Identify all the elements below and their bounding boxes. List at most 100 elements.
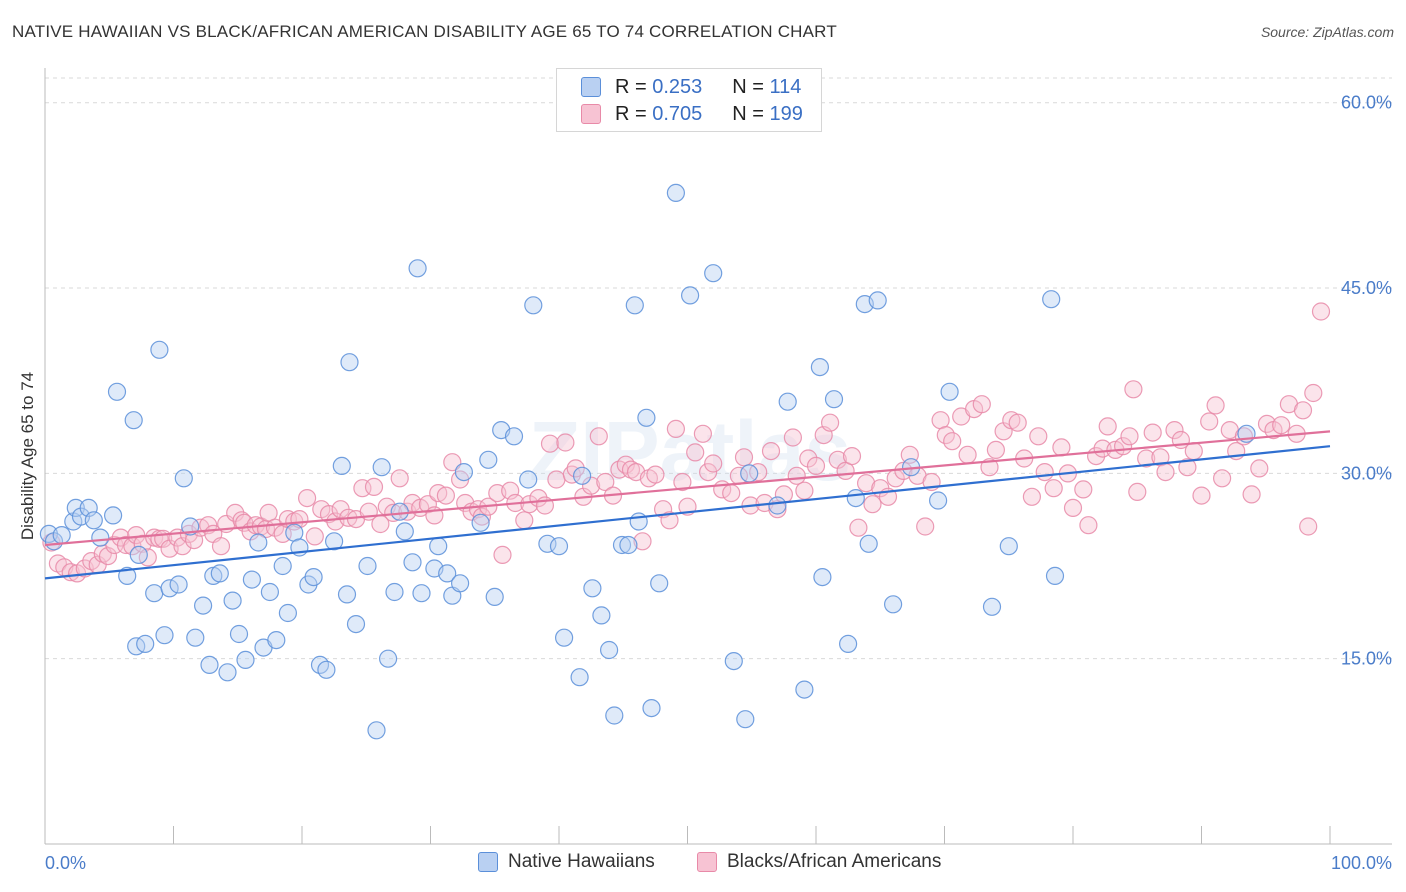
data-point bbox=[680, 286, 700, 305]
legend-r-value: 0.253 bbox=[652, 75, 703, 98]
data-point bbox=[66, 498, 85, 517]
data-point bbox=[596, 472, 615, 492]
data-point bbox=[273, 556, 292, 576]
data-point bbox=[1044, 479, 1063, 498]
bottom-legend-label: Native Hawaiians bbox=[508, 851, 655, 872]
data-point bbox=[390, 502, 409, 521]
data-point bbox=[229, 624, 249, 644]
data-point bbox=[1304, 383, 1323, 403]
data-point bbox=[549, 537, 569, 556]
data-point bbox=[278, 603, 297, 623]
data-point bbox=[724, 651, 743, 671]
data-point bbox=[734, 448, 754, 467]
data-point bbox=[1143, 423, 1162, 442]
data-point bbox=[1098, 417, 1117, 436]
data-point bbox=[155, 626, 174, 645]
data-point bbox=[859, 534, 878, 553]
data-point bbox=[1206, 396, 1225, 415]
data-point bbox=[52, 525, 71, 545]
data-point bbox=[883, 595, 903, 614]
data-point bbox=[824, 390, 844, 409]
data-point bbox=[704, 454, 723, 473]
data-point bbox=[519, 470, 538, 489]
data-point bbox=[943, 432, 962, 451]
data-point bbox=[367, 721, 386, 740]
data-point bbox=[846, 489, 865, 508]
y-tick-label: 45.0% bbox=[1341, 278, 1392, 298]
data-point bbox=[806, 456, 826, 475]
data-point bbox=[799, 449, 818, 468]
data-point bbox=[940, 382, 959, 401]
data-point bbox=[1137, 449, 1156, 468]
data-point bbox=[838, 634, 858, 654]
data-point bbox=[249, 533, 268, 552]
data-point bbox=[1079, 516, 1098, 535]
data-point bbox=[540, 434, 560, 453]
data-point bbox=[319, 504, 339, 524]
data-point bbox=[629, 512, 648, 531]
data-point bbox=[1192, 486, 1211, 505]
data-point bbox=[646, 465, 665, 484]
data-point bbox=[642, 698, 661, 718]
data-point bbox=[107, 382, 127, 401]
data-point bbox=[194, 596, 213, 615]
data-point bbox=[429, 537, 448, 556]
data-point bbox=[660, 511, 679, 530]
y-tick-label: 30.0% bbox=[1341, 463, 1392, 483]
y-tick-label: 60.0% bbox=[1341, 93, 1392, 113]
legend-row-blacks-african-americans: R = 0.705 N = 199 bbox=[581, 102, 803, 126]
data-point bbox=[1299, 517, 1318, 536]
data-point bbox=[572, 466, 592, 485]
data-point bbox=[160, 579, 179, 598]
legend-n-label: N = bbox=[732, 102, 764, 125]
data-point bbox=[1250, 459, 1269, 478]
series-native-hawaiians bbox=[39, 183, 1256, 740]
data-point bbox=[145, 584, 164, 603]
data-point bbox=[353, 479, 372, 498]
data-point bbox=[570, 668, 589, 687]
data-point bbox=[471, 513, 490, 532]
data-point bbox=[1035, 463, 1054, 482]
data-point bbox=[1234, 427, 1254, 446]
bottom-legend-label: Blacks/African Americans bbox=[727, 851, 942, 872]
data-point bbox=[1272, 416, 1291, 435]
data-point bbox=[612, 535, 632, 555]
data-point bbox=[451, 574, 470, 593]
data-point bbox=[103, 506, 123, 525]
data-point bbox=[698, 463, 718, 482]
bottom-legend-blacks-african-americans: Blacks/African Americans bbox=[697, 851, 941, 873]
data-point bbox=[260, 582, 279, 602]
data-point bbox=[395, 522, 414, 541]
data-point bbox=[325, 532, 344, 551]
data-point bbox=[787, 466, 806, 485]
data-point bbox=[599, 640, 619, 660]
data-point bbox=[693, 424, 713, 443]
data-point bbox=[1063, 498, 1083, 517]
data-point bbox=[364, 477, 384, 496]
data-point bbox=[98, 546, 118, 566]
data-point bbox=[986, 440, 1006, 459]
data-point bbox=[223, 591, 242, 610]
data-point bbox=[150, 340, 169, 359]
data-point bbox=[849, 518, 868, 537]
data-point bbox=[1074, 480, 1093, 499]
data-point bbox=[210, 564, 229, 583]
data-point bbox=[124, 411, 143, 430]
data-point bbox=[736, 710, 755, 729]
correlation-legend: R = 0.253 N = 114 R = 0.705 N = 199 bbox=[556, 68, 822, 132]
data-point bbox=[403, 553, 422, 572]
data-point bbox=[379, 649, 398, 668]
data-point bbox=[863, 495, 882, 514]
data-point bbox=[605, 706, 624, 725]
data-point bbox=[1042, 290, 1061, 309]
data-point bbox=[999, 537, 1018, 556]
trend-lines bbox=[44, 430, 1331, 580]
data-point bbox=[810, 358, 830, 377]
data-point bbox=[91, 528, 110, 547]
legend-n-value: 114 bbox=[769, 75, 802, 98]
data-point bbox=[186, 628, 205, 647]
data-point bbox=[566, 459, 585, 478]
data-point bbox=[813, 567, 832, 587]
data-point bbox=[1293, 401, 1313, 420]
